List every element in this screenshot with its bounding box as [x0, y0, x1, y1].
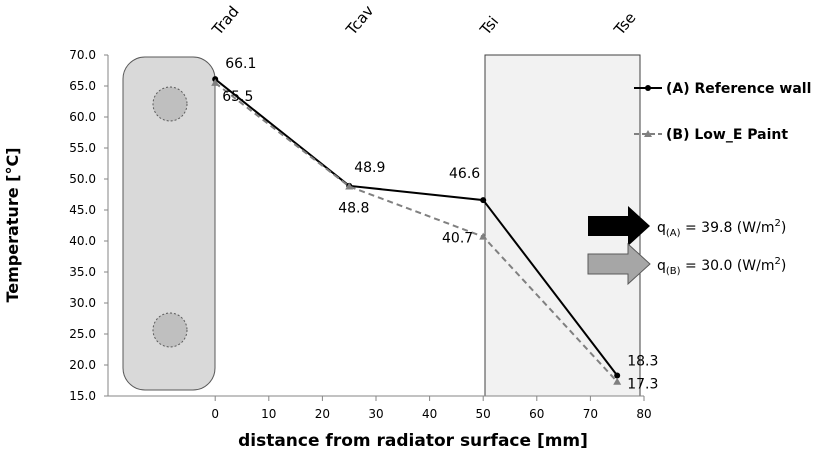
data-label: 17.3: [627, 377, 658, 393]
y-tick-label: 55.0: [69, 141, 96, 155]
x-tick-label: 30: [368, 407, 383, 421]
position-label: Tcav: [342, 2, 378, 40]
data-label: 40.7: [442, 231, 473, 247]
flux-subscript: (A): [666, 228, 681, 239]
flux-subscript: (B): [666, 266, 681, 277]
y-tick-label: 65.0: [69, 79, 96, 93]
x-tick-label: 40: [422, 407, 437, 421]
y-tick-label: 40.0: [69, 234, 96, 248]
flux-label: q(B) = 30.0 (W/m2): [657, 256, 786, 277]
flux-superscript: 2: [774, 218, 780, 229]
y-tick-label: 35.0: [69, 265, 96, 279]
flux-suffix: ): [781, 258, 786, 274]
flux-suffix: ): [781, 220, 786, 236]
flux-text: = 39.8 (W/m: [681, 220, 775, 236]
x-tick-label: 0: [211, 407, 219, 421]
legend-label: (B) Low_E Paint: [666, 127, 788, 143]
x-tick-label: 80: [636, 407, 651, 421]
flux-superscript: 2: [774, 256, 780, 267]
x-tick-label: 10: [261, 407, 276, 421]
y-tick-label: 25.0: [69, 327, 96, 341]
data-label: 18.3: [627, 354, 658, 370]
y-axis-title: Temperature [°C]: [3, 147, 22, 302]
x-tick-label: 70: [583, 407, 598, 421]
data-label: 48.8: [338, 200, 369, 216]
y-tick-label: 70.0: [69, 48, 96, 62]
flux-arrow: [588, 206, 650, 246]
radiator-pipe: [152, 86, 188, 122]
series-line: [214, 82, 618, 383]
y-tick-label: 20.0: [69, 358, 96, 372]
marker: [479, 232, 488, 240]
legend-marker: [645, 85, 651, 91]
position-label: Tsi: [476, 13, 502, 40]
y-tick-label: 50.0: [69, 172, 96, 186]
position-label: Trad: [208, 3, 243, 40]
y-tick-label: 15.0: [69, 389, 96, 403]
x-tick-label: 60: [529, 407, 544, 421]
flux-symbol: q: [657, 220, 666, 236]
data-label: 65.5: [222, 89, 253, 105]
y-tick-label: 30.0: [69, 296, 96, 310]
marker: [211, 78, 220, 86]
marker: [613, 377, 622, 385]
data-label: 46.6: [449, 166, 480, 182]
flux-arrow: [587, 242, 651, 286]
series-line: [214, 78, 618, 377]
y-tick-label: 60.0: [69, 110, 96, 124]
x-axis-title: distance from radiator surface [mm]: [238, 431, 588, 451]
flux-symbol: q: [657, 258, 666, 274]
legend-label: (A) Reference wall: [666, 81, 811, 97]
data-label: 48.9: [354, 160, 385, 176]
marker: [480, 197, 487, 204]
flux-label: q(A) = 39.8 (W/m2): [657, 218, 786, 239]
data-label: 66.1: [225, 56, 256, 72]
radiator: [122, 56, 216, 391]
radiator-pipe: [152, 312, 188, 348]
marker: [614, 372, 621, 379]
marker: [345, 182, 354, 190]
x-tick-label: 20: [315, 407, 330, 421]
x-tick-label: 50: [476, 407, 491, 421]
y-tick-label: 45.0: [69, 203, 96, 217]
flux-text: = 30.0 (W/m: [681, 258, 775, 274]
position-label: Tse: [610, 9, 640, 40]
legend-marker: [644, 130, 652, 137]
